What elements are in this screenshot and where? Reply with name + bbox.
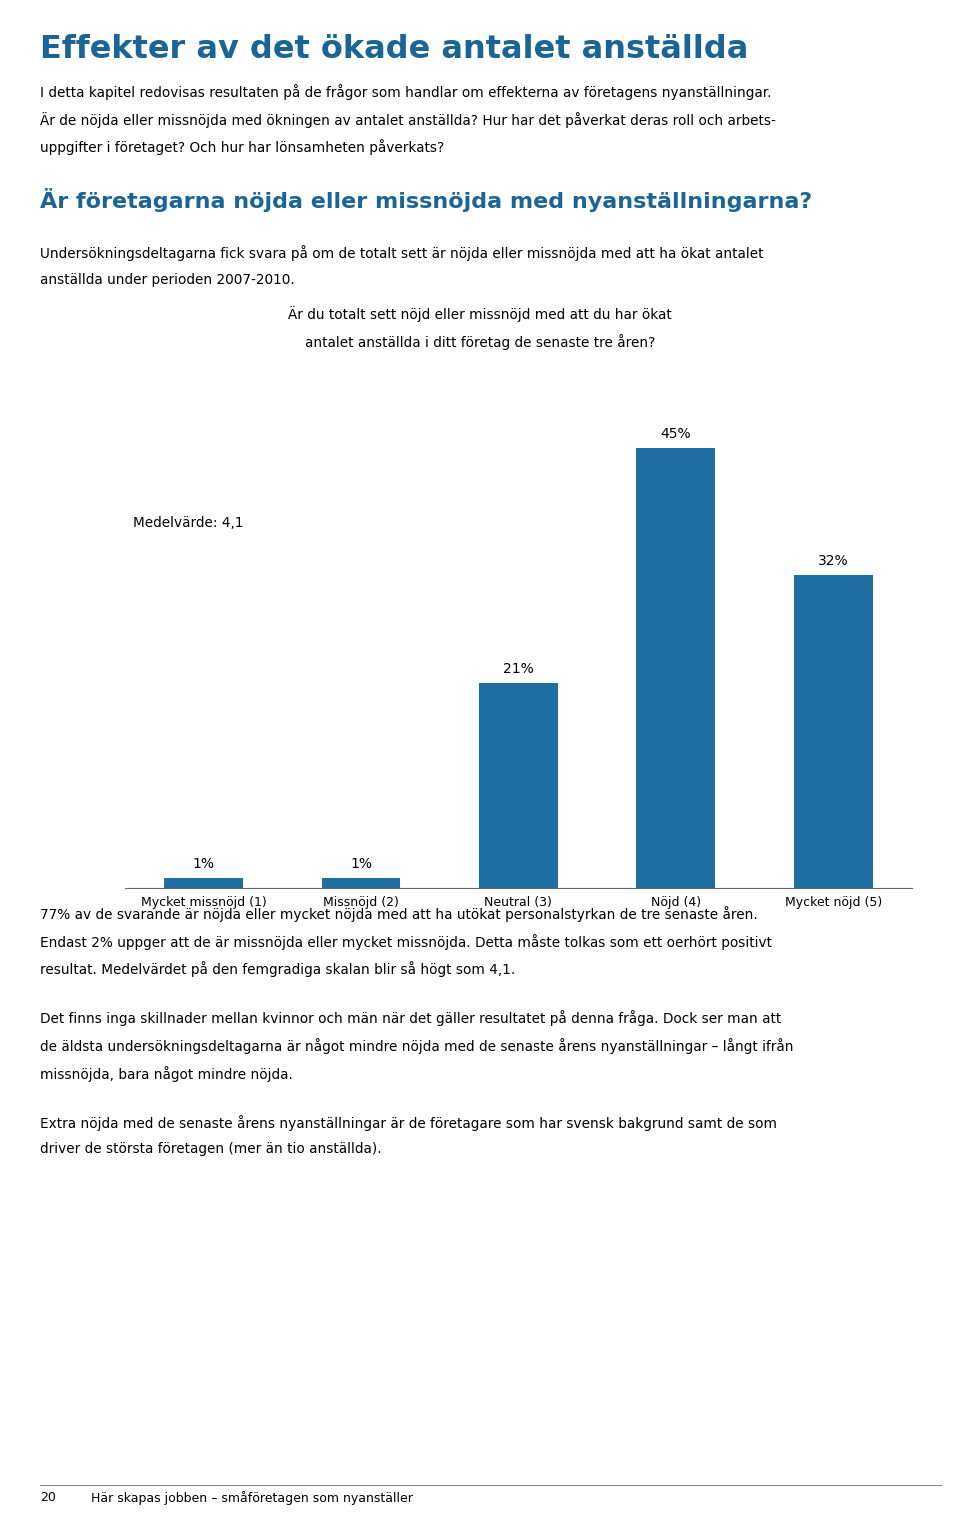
Text: I detta kapitel redovisas resultaten på de frågor som handlar om effekterna av f: I detta kapitel redovisas resultaten på …: [40, 84, 772, 100]
Bar: [794, 576, 873, 888]
Bar: [636, 449, 715, 888]
Bar: [322, 879, 400, 888]
Text: antalet anställda i ditt företag de senaste tre åren?: antalet anställda i ditt företag de sena…: [305, 334, 655, 349]
Text: anställda under perioden 2007-2010.: anställda under perioden 2007-2010.: [40, 273, 295, 286]
Text: resultat. Medelvärdet på den femgradiga skalan blir så högt som 4,1.: resultat. Medelvärdet på den femgradiga …: [40, 961, 516, 977]
Text: Medelvärde: 4,1: Medelvärde: 4,1: [132, 516, 243, 530]
Text: 45%: 45%: [660, 427, 691, 441]
Bar: [479, 683, 558, 888]
Text: Endast 2% uppger att de är missnöjda eller mycket missnöjda. Detta måste tolkas : Endast 2% uppger att de är missnöjda ell…: [40, 934, 772, 949]
Text: 1%: 1%: [193, 857, 214, 871]
Text: driver de största företagen (mer än tio anställda).: driver de största företagen (mer än tio …: [40, 1142, 382, 1156]
Text: uppgifter i företaget? Och hur har lönsamheten påverkats?: uppgifter i företaget? Och hur har lönsa…: [40, 139, 444, 155]
Bar: [164, 879, 243, 888]
Text: Är du totalt sett nöjd eller missnöjd med att du har ökat: Är du totalt sett nöjd eller missnöjd me…: [288, 306, 672, 322]
Text: 77% av de svarande är nöjda eller mycket nöjda med att ha utökat personalstyrkan: 77% av de svarande är nöjda eller mycket…: [40, 906, 758, 922]
Text: Undersökningsdeltagarna fick svara på om de totalt sett är nöjda eller missnöjda: Undersökningsdeltagarna fick svara på om…: [40, 245, 764, 260]
Text: Är de nöjda eller missnöjda med ökningen av antalet anställda? Hur har det påver: Är de nöjda eller missnöjda med ökningen…: [40, 112, 777, 127]
Text: Effekter av det ökade antalet anställda: Effekter av det ökade antalet anställda: [40, 34, 749, 64]
Text: 20: 20: [40, 1491, 57, 1503]
Text: Det finns inga skillnader mellan kvinnor och män när det gäller resultatet på de: Det finns inga skillnader mellan kvinnor…: [40, 1010, 781, 1026]
Text: Är företagarna nöjda eller missnöjda med nyanställningarna?: Är företagarna nöjda eller missnöjda med…: [40, 188, 812, 213]
Text: de äldsta undersökningsdeltagarna är något mindre nöjda med de senaste årens nya: de äldsta undersökningsdeltagarna är någ…: [40, 1038, 794, 1053]
Text: 21%: 21%: [503, 661, 534, 675]
Text: Extra nöjda med de senaste årens nyanställningar är de företagare som har svensk: Extra nöjda med de senaste årens nyanstä…: [40, 1115, 778, 1130]
Text: 1%: 1%: [350, 857, 372, 871]
Text: Här skapas jobben – småföretagen som nyanställer: Här skapas jobben – småföretagen som nya…: [91, 1491, 413, 1505]
Text: missnöjda, bara något mindre nöjda.: missnöjda, bara något mindre nöjda.: [40, 1066, 293, 1081]
Text: 32%: 32%: [818, 554, 849, 568]
